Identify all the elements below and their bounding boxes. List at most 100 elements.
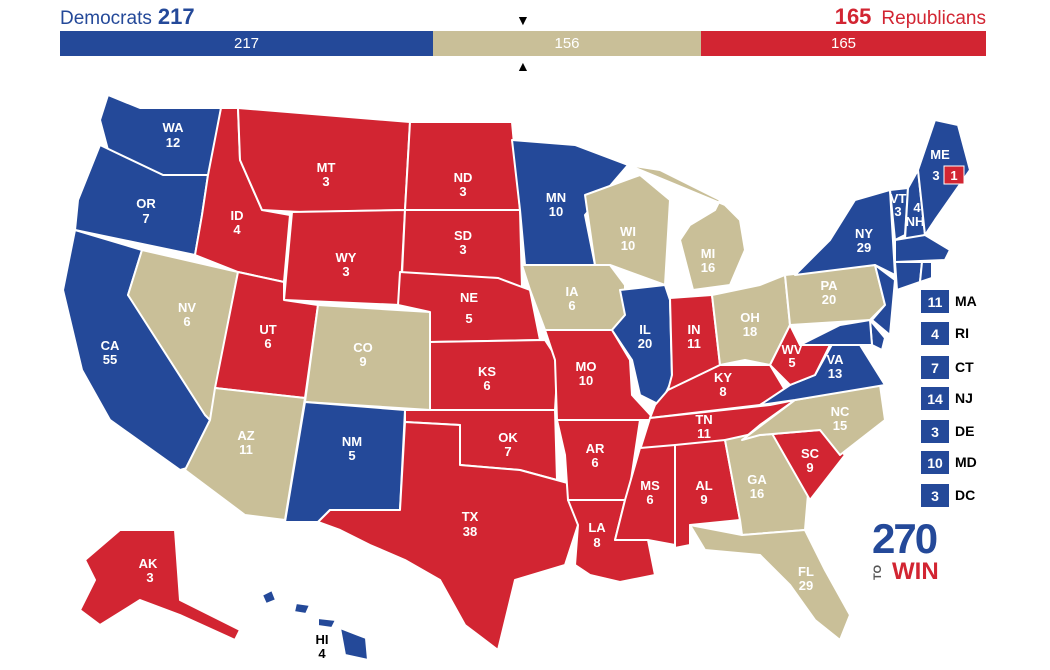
state-hi-2[interactable] [293,602,311,615]
small-state-label-md: MD [955,454,977,470]
state-fl[interactable] [689,524,851,641]
label-ks-ev: 6 [483,378,490,393]
small-state-label-de: DE [955,423,975,439]
label-vt-abbr: VT [890,191,907,206]
label-mt-abbr: MT [317,160,336,175]
label-mt-ev: 3 [322,174,329,189]
small-state-label-dc: DC [955,487,976,503]
state-mi[interactable] [627,164,746,291]
label-ia-ev: 6 [568,298,575,313]
label-wv-ev: 5 [788,355,795,370]
ev-bar-dem: 217 [60,31,433,56]
democrats-ev: 217 [157,4,195,29]
small-state-box-ri[interactable]: 4 [921,322,949,345]
label-fl-abbr: FL [798,564,814,579]
label-tx-ev: 38 [463,524,477,539]
label-wy-abbr: WY [336,250,357,265]
label-tx-abbr: TX [462,509,479,524]
label-id-abbr: ID [231,208,244,223]
small-state-box-dc[interactable]: 3 [921,484,949,507]
label-me-abbr: ME [930,147,950,162]
label-nd-abbr: ND [454,170,473,185]
label-ut-ev: 6 [264,336,271,351]
label-ar-abbr: AR [586,441,605,456]
state-il[interactable] [611,284,673,406]
label-va-ev: 13 [828,366,842,381]
label-co-ev: 9 [359,354,366,369]
state-me-cd2[interactable] [943,165,965,185]
label-hi-abbr: HI [316,632,329,647]
label-az-ev: 11 [239,442,253,457]
label-ny-abbr: NY [855,226,873,241]
label-ak-ev: 3 [146,570,153,585]
label-nh-abbr: NH [906,214,925,229]
state-nm[interactable] [284,401,406,523]
state-nj[interactable] [871,264,896,336]
democrats-total: Democrats 217 [60,4,195,30]
label-nm-abbr: NM [342,434,362,449]
state-hi-3[interactable] [317,617,337,629]
label-al-ev: 9 [700,492,707,507]
label-pa-abbr: PA [820,278,838,293]
ev-bar-rep: 165 [701,31,986,56]
label-ca-abbr: CA [101,338,120,353]
label-va-abbr: VA [826,352,844,367]
label-ut-abbr: UT [259,322,276,337]
label-la-ev: 8 [593,535,600,550]
marker-up-icon: ▲ [516,58,530,74]
label-mo-ev: 10 [579,373,593,388]
label-nc-abbr: NC [831,404,850,419]
label-tn-ev: 11 [697,426,711,441]
label-ok-ev: 7 [504,444,511,459]
small-state-box-de[interactable]: 3 [921,420,949,443]
label-me-cd2-ev: 1 [950,168,957,183]
state-hi-1[interactable] [261,589,277,605]
small-state-box-ma[interactable]: 11 [921,290,949,313]
state-ri[interactable] [919,261,933,283]
state-ny[interactable] [794,189,896,276]
label-al-abbr: AL [695,478,712,493]
label-nh-ev: 4 [913,200,921,215]
state-mn[interactable] [511,139,629,266]
label-in-ev: 11 [687,336,701,351]
label-fl-ev: 29 [799,578,813,593]
label-nv-abbr: NV [178,300,196,315]
state-co[interactable] [304,304,431,411]
republicans-ev: 165 [834,4,872,29]
small-state-label-ma: MA [955,293,977,309]
label-wi-abbr: WI [620,224,636,239]
ev-bar: 217 156 165 [60,31,986,56]
state-tx[interactable] [317,421,579,651]
label-ga-abbr: GA [747,472,767,487]
label-tn-abbr: TN [695,412,712,427]
republicans-label: Republicans [881,8,986,29]
small-state-box-nj[interactable]: 14 [921,387,949,410]
label-hi-ev: 4 [318,646,326,661]
state-ct[interactable] [894,261,923,291]
label-mn-ev: 10 [549,204,563,219]
label-wi-ev: 10 [621,238,635,253]
label-sd-abbr: SD [454,228,472,243]
logo-270towin[interactable]: 270 TO WIN [872,518,946,586]
label-la-abbr: LA [588,520,606,535]
state-hi-4[interactable] [339,627,369,661]
label-mn-abbr: MN [546,190,566,205]
label-oh-ev: 18 [743,324,757,339]
small-state-label-ct: CT [955,359,974,375]
label-ok-abbr: OK [498,430,518,445]
state-ma[interactable] [894,234,951,263]
label-il-ev: 20 [638,336,652,351]
democrats-label: Democrats [60,8,152,29]
label-ks-abbr: KS [478,364,496,379]
label-wv-abbr: WV [782,342,803,357]
state-ak[interactable] [79,529,241,641]
label-id-ev: 4 [233,222,241,237]
small-state-box-ct[interactable]: 7 [921,356,949,379]
label-mi-abbr: MI [701,246,715,261]
small-state-box-md[interactable]: 10 [921,451,949,474]
label-ky-abbr: KY [714,370,732,385]
republicans-total: 165 Republicans [835,4,986,30]
label-ms-ev: 6 [646,492,653,507]
state-md[interactable] [799,319,873,346]
